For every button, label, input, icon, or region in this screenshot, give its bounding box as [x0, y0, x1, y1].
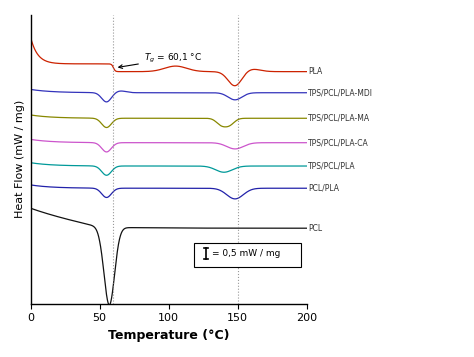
Text: TPS/PCL/PLA-MDI: TPS/PCL/PLA-MDI: [308, 88, 373, 97]
Text: TPS/PCL/PLA-CA: TPS/PCL/PLA-CA: [308, 138, 369, 147]
Text: = 0,5 mW / mg: = 0,5 mW / mg: [211, 249, 280, 258]
Text: TPS/PCL/PLA: TPS/PCL/PLA: [308, 161, 356, 171]
Text: TPS/PCL/PLA-MA: TPS/PCL/PLA-MA: [308, 114, 370, 123]
FancyBboxPatch shape: [193, 243, 301, 267]
Text: PLA: PLA: [308, 67, 322, 76]
Text: PCL: PCL: [308, 224, 322, 233]
X-axis label: Temperature (°C): Temperature (°C): [108, 329, 229, 342]
Y-axis label: Heat Flow (mW / mg): Heat Flow (mW / mg): [15, 100, 25, 218]
Text: $T_g$ = 60,1 °C: $T_g$ = 60,1 °C: [119, 52, 202, 69]
Text: PCL/PLA: PCL/PLA: [308, 184, 339, 193]
